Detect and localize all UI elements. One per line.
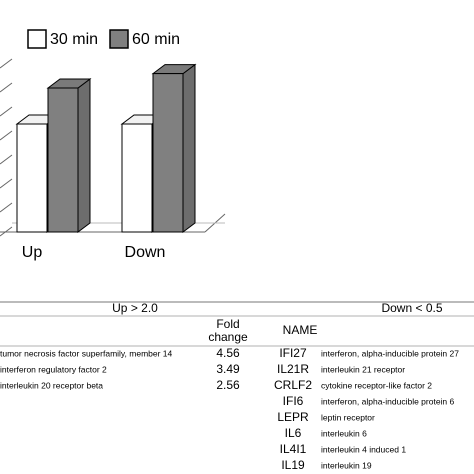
gene-name: LEPR [277,410,309,424]
gene-description: cytokine receptor-like factor 2 [321,380,432,390]
gene-name: IL6 [285,426,302,440]
x-tick-label: Up [22,244,43,261]
grid-line [0,82,13,93]
gene-description: interleukin 4 induced 1 [321,444,406,454]
column-header-box: Fold change [208,318,248,344]
fold-change: 2.56 [216,378,240,392]
bar [121,123,153,233]
grid-line [0,154,13,165]
gene-description: interleukin 6 [321,428,367,438]
bar-side [182,63,196,233]
grid-line [0,130,13,141]
group-header: Down < 0.5 [381,301,442,315]
group-header: Up > 2.0 [112,301,158,315]
gene-description: interleukin 20 receptor beta [0,380,103,390]
gene-description: interferon, alpha-inducible protein 6 [321,396,455,406]
bar [16,123,48,233]
gene-name: IL21R [277,362,309,376]
legend-swatch [27,29,47,49]
column-header: NAME [283,323,318,337]
bar [47,87,79,233]
grid-line [0,202,13,213]
gene-name: CRLF2 [274,378,312,392]
legend-label: 60 min [132,31,180,48]
gene-description: interferon regulatory factor 2 [0,364,107,374]
bar-side [77,78,91,233]
gene-description: tumor necrosis factor superfamily, membe… [0,348,173,358]
legend-swatch [109,29,129,49]
fold-change: 3.49 [216,362,240,376]
gene-description: interferon, alpha-inducible protein 27 [321,348,459,358]
gene-name: IFI27 [279,346,307,360]
gene-description: leptin receptor [321,412,375,422]
gene-name: IFI6 [283,394,304,408]
bar [152,73,184,233]
gene-name: IL19 [281,458,305,472]
grid-line [0,178,13,189]
gene-description: interleukin 21 receptor [321,364,405,374]
x-tick-label: Down [125,244,166,261]
legend-label: 30 min [50,31,98,48]
fold-change: 4.56 [216,346,240,360]
column-header: Fold change [208,318,248,344]
grid-line [0,58,13,69]
gene-description: interleukin 19 [321,460,372,470]
grid-line [0,106,13,117]
gene-name: IL4I1 [280,442,307,456]
